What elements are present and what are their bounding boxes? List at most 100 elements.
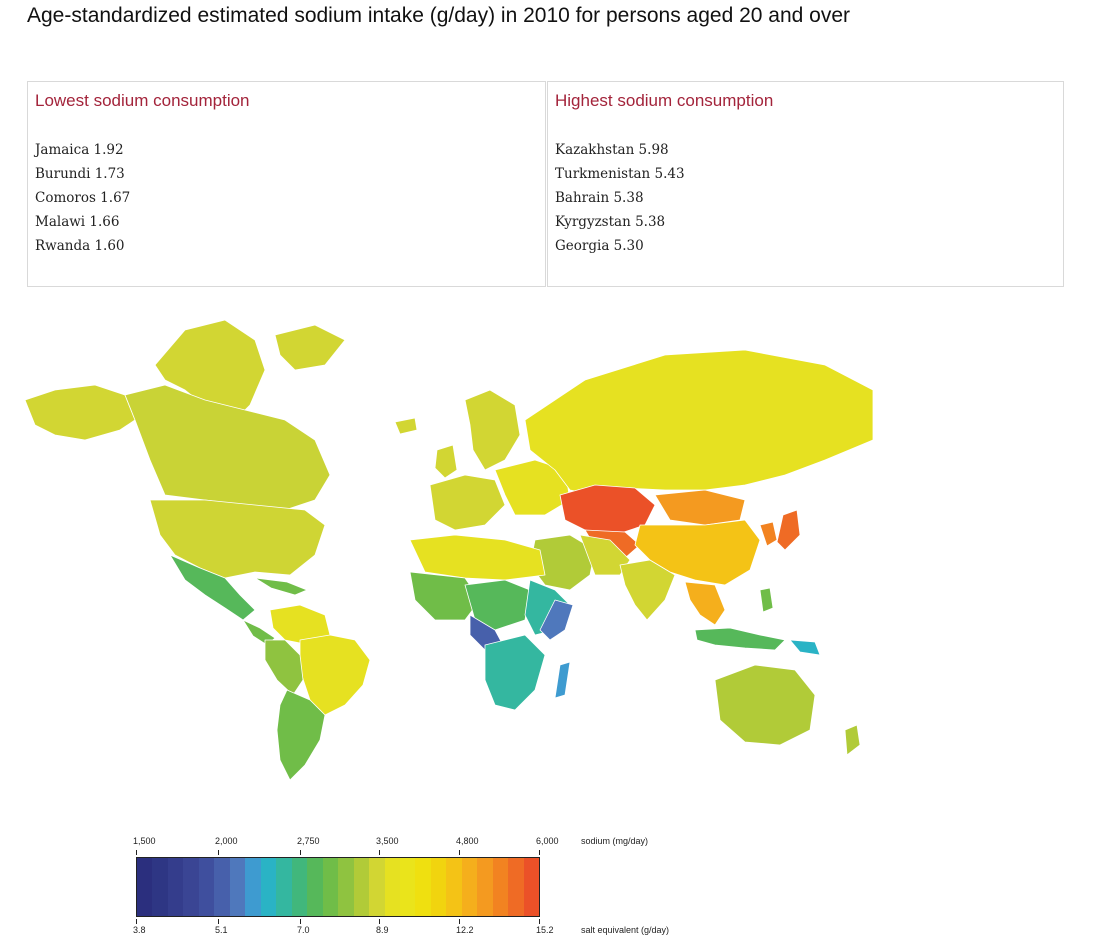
legend-top-tick-label: 4,800 xyxy=(456,836,479,846)
region-uk xyxy=(434,444,458,479)
legend-color-swatch xyxy=(276,858,292,916)
region-eastern-europe xyxy=(494,459,571,516)
region-arctic-islands xyxy=(274,324,346,371)
region-madagascar xyxy=(554,661,571,699)
region-brazil xyxy=(299,634,371,716)
legend-color-swatch xyxy=(399,858,416,916)
legend-color-swatch xyxy=(384,858,400,916)
legend-color-swatch xyxy=(307,858,323,916)
legend-top-tick-label: 2,750 xyxy=(297,836,320,846)
list-item: Kazakhstan 5.98 xyxy=(555,142,669,158)
list-item: Jamaica 1.92 xyxy=(35,142,124,158)
legend-color-swatch xyxy=(137,858,153,916)
legend-color-swatch xyxy=(291,858,308,916)
region-southeast-asia xyxy=(684,581,726,626)
legend-color-swatch xyxy=(430,858,447,916)
region-mongolia xyxy=(654,489,746,526)
region-japan xyxy=(776,509,801,551)
legend-color-swatch xyxy=(446,858,462,916)
legend-bottom-tick-label: 3.8 xyxy=(133,925,146,935)
legend-top-tick-label: 2,000 xyxy=(215,836,238,846)
legend-bottom-tick-label: 5.1 xyxy=(215,925,228,935)
legend-bottom-unit: salt equivalent (g/day) xyxy=(581,925,670,935)
legend-color-swatch xyxy=(260,858,277,916)
legend-color-swatch xyxy=(492,858,509,916)
legend-tick xyxy=(136,850,137,855)
region-southern-africa xyxy=(484,634,546,711)
list-item: Georgia 5.30 xyxy=(555,238,644,254)
legend-bottom-tick-label: 7.0 xyxy=(297,925,310,935)
legend-tick xyxy=(218,919,219,924)
legend-tick xyxy=(379,850,380,855)
legend-color-swatch xyxy=(167,858,184,916)
legend-color-swatch xyxy=(415,858,431,916)
legend-color-swatch xyxy=(152,858,168,916)
region-west-africa xyxy=(409,571,481,621)
highest-consumption-heading: Highest sodium consumption xyxy=(555,91,774,110)
legend-tick xyxy=(300,919,301,924)
legend-color-swatch xyxy=(183,858,199,916)
region-caribbean xyxy=(254,577,308,596)
region-iceland xyxy=(394,417,418,435)
list-item: Malawi 1.66 xyxy=(35,214,120,230)
region-philippines xyxy=(759,587,774,613)
legend-color-swatch xyxy=(461,858,478,916)
legend-tick xyxy=(459,850,460,855)
legend-top-tick-label: 1,500 xyxy=(133,836,156,846)
highest-consumption-list: Kazakhstan 5.98 Turkmenistan 5.43 Bahrai… xyxy=(555,138,685,258)
legend-color-swatch xyxy=(369,858,385,916)
legend-color-swatch xyxy=(198,858,215,916)
color-legend: 1,500 2,000 2,750 3,500 4,800 6,000 sodi… xyxy=(133,830,693,940)
legend-tick xyxy=(218,850,219,855)
legend-bottom-tick-label: 12.2 xyxy=(456,925,474,935)
legend-color-swatch xyxy=(322,858,339,916)
lowest-consumption-list: Jamaica 1.92 Burundi 1.73 Comoros 1.67 M… xyxy=(35,138,130,258)
legend-color-swatch xyxy=(229,858,246,916)
legend-bottom-tick-label: 15.2 xyxy=(536,925,554,935)
list-item: Turkmenistan 5.43 xyxy=(555,166,685,182)
legend-tick xyxy=(539,850,540,855)
highest-consumption-panel: Highest sodium consumption Kazakhstan 5.… xyxy=(547,81,1064,287)
world-map xyxy=(25,319,874,781)
region-new-zealand xyxy=(844,724,861,756)
legend-tick xyxy=(379,919,380,924)
legend-top-tick-label: 6,000 xyxy=(536,836,559,846)
region-peru-bolivia xyxy=(264,639,304,696)
legend-bottom-tick-label: 8.9 xyxy=(376,925,389,935)
region-png xyxy=(789,639,821,656)
legend-color-swatch xyxy=(523,858,540,916)
region-korea xyxy=(759,521,778,547)
lowest-consumption-heading: Lowest sodium consumption xyxy=(35,91,250,110)
legend-color-swatch xyxy=(214,858,230,916)
list-item: Bahrain 5.38 xyxy=(555,190,644,206)
legend-tick xyxy=(136,919,137,924)
list-item: Rwanda 1.60 xyxy=(35,238,125,254)
list-item: Comoros 1.67 xyxy=(35,190,131,206)
lowest-consumption-panel: Lowest sodium consumption Jamaica 1.92 B… xyxy=(27,81,546,287)
region-argentina-chile xyxy=(276,689,326,781)
region-western-europe xyxy=(429,474,506,531)
legend-top-unit: sodium (mg/day) xyxy=(581,836,649,846)
region-greenland xyxy=(154,319,266,426)
region-mexico xyxy=(169,554,256,621)
legend-color-swatch xyxy=(338,858,354,916)
legend-top-tick-label: 3,500 xyxy=(376,836,399,846)
region-china xyxy=(634,519,761,586)
region-indonesia xyxy=(694,627,786,651)
list-item: Kyrgyzstan 5.38 xyxy=(555,214,666,230)
region-russia xyxy=(524,349,874,496)
chart-title: Age-standardized estimated sodium intake… xyxy=(27,4,850,27)
legend-tick xyxy=(300,850,301,855)
region-canada xyxy=(124,384,331,511)
legend-tick xyxy=(459,919,460,924)
list-item: Burundi 1.73 xyxy=(35,166,125,182)
region-horn-of-africa xyxy=(539,599,574,641)
legend-color-swatch xyxy=(245,858,261,916)
legend-color-swatch xyxy=(353,858,370,916)
region-australia xyxy=(714,664,816,746)
legend-color-bar xyxy=(136,857,540,917)
legend-color-swatch xyxy=(508,858,524,916)
legend-tick xyxy=(539,919,540,924)
region-north-africa xyxy=(409,534,546,581)
region-scandinavia xyxy=(464,389,521,471)
